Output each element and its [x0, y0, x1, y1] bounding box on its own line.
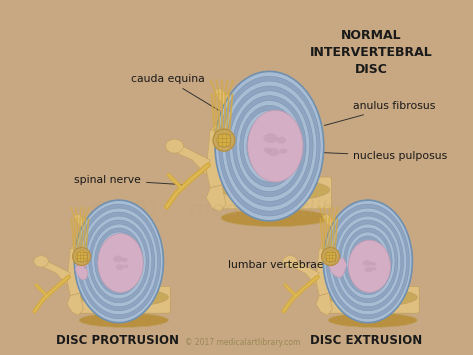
- Ellipse shape: [240, 105, 299, 187]
- Ellipse shape: [79, 313, 168, 327]
- Ellipse shape: [86, 216, 152, 307]
- Polygon shape: [70, 224, 99, 248]
- FancyBboxPatch shape: [77, 286, 170, 313]
- Ellipse shape: [219, 76, 320, 216]
- Text: nucleus pulposus: nucleus pulposus: [292, 151, 447, 161]
- Ellipse shape: [115, 264, 124, 270]
- Ellipse shape: [372, 267, 377, 271]
- Ellipse shape: [322, 247, 340, 266]
- Ellipse shape: [346, 232, 389, 291]
- Ellipse shape: [248, 110, 303, 182]
- Polygon shape: [38, 258, 70, 285]
- Polygon shape: [287, 258, 319, 285]
- Ellipse shape: [226, 86, 313, 206]
- Ellipse shape: [80, 208, 158, 315]
- Text: NORMAL
INTERVERTEBRAL
DISC: NORMAL INTERVERTEBRAL DISC: [310, 29, 432, 76]
- Ellipse shape: [263, 147, 272, 153]
- Ellipse shape: [97, 232, 140, 291]
- Polygon shape: [316, 293, 332, 315]
- Polygon shape: [171, 142, 210, 175]
- Ellipse shape: [73, 247, 90, 266]
- Ellipse shape: [166, 139, 184, 153]
- Ellipse shape: [83, 212, 155, 311]
- Polygon shape: [230, 92, 254, 104]
- Text: DISC EXTRUSION: DISC EXTRUSION: [310, 334, 422, 347]
- Ellipse shape: [233, 96, 306, 197]
- Ellipse shape: [95, 228, 143, 295]
- Ellipse shape: [350, 236, 386, 287]
- Polygon shape: [210, 100, 245, 130]
- Ellipse shape: [343, 228, 392, 295]
- Ellipse shape: [283, 256, 298, 267]
- Ellipse shape: [263, 133, 277, 143]
- Ellipse shape: [332, 212, 403, 311]
- Ellipse shape: [267, 148, 279, 156]
- Ellipse shape: [98, 234, 143, 293]
- Polygon shape: [75, 254, 90, 280]
- Text: spinal nerve: spinal nerve: [74, 175, 185, 185]
- Polygon shape: [319, 224, 349, 248]
- Text: lumbar vertebrae: lumbar vertebrae: [228, 260, 323, 270]
- FancyBboxPatch shape: [219, 177, 332, 209]
- Ellipse shape: [341, 224, 395, 299]
- Ellipse shape: [279, 148, 287, 154]
- Ellipse shape: [92, 224, 146, 299]
- Polygon shape: [206, 128, 228, 188]
- Ellipse shape: [77, 204, 160, 319]
- Text: cauda equina: cauda equina: [131, 74, 219, 111]
- Ellipse shape: [365, 267, 373, 272]
- Ellipse shape: [323, 200, 412, 323]
- Ellipse shape: [221, 209, 330, 226]
- Ellipse shape: [247, 115, 292, 177]
- FancyBboxPatch shape: [326, 286, 419, 313]
- Ellipse shape: [338, 220, 398, 303]
- Ellipse shape: [349, 240, 391, 293]
- Ellipse shape: [326, 204, 410, 319]
- Polygon shape: [73, 214, 88, 247]
- Text: © 2017  medicalartlibrary: © 2017 medicalartlibrary: [88, 200, 379, 220]
- Ellipse shape: [222, 81, 316, 211]
- Ellipse shape: [276, 137, 286, 144]
- Ellipse shape: [363, 260, 371, 266]
- Ellipse shape: [79, 288, 168, 306]
- Text: © 2017 medicalartlibrary.com: © 2017 medicalartlibrary.com: [185, 338, 300, 347]
- Ellipse shape: [329, 208, 407, 315]
- Ellipse shape: [243, 110, 296, 182]
- Ellipse shape: [215, 71, 324, 221]
- Ellipse shape: [76, 251, 88, 262]
- Ellipse shape: [221, 179, 330, 201]
- Ellipse shape: [100, 236, 137, 287]
- Polygon shape: [206, 185, 226, 212]
- Ellipse shape: [121, 257, 128, 262]
- Polygon shape: [323, 214, 337, 247]
- Polygon shape: [67, 247, 85, 296]
- Text: anulus fibrosus: anulus fibrosus: [324, 101, 436, 125]
- Ellipse shape: [217, 133, 231, 147]
- Text: DISC PROTRUSION: DISC PROTRUSION: [56, 334, 179, 347]
- Polygon shape: [329, 258, 347, 278]
- Ellipse shape: [74, 200, 164, 323]
- Ellipse shape: [328, 288, 417, 306]
- Ellipse shape: [124, 264, 129, 268]
- Ellipse shape: [325, 251, 336, 262]
- Ellipse shape: [89, 220, 149, 303]
- Ellipse shape: [369, 262, 376, 266]
- Ellipse shape: [236, 100, 303, 192]
- Ellipse shape: [34, 256, 48, 267]
- Ellipse shape: [213, 129, 235, 151]
- Ellipse shape: [335, 216, 401, 307]
- Polygon shape: [67, 293, 83, 315]
- Ellipse shape: [113, 256, 123, 262]
- Polygon shape: [87, 217, 106, 227]
- Ellipse shape: [328, 313, 417, 327]
- Ellipse shape: [229, 91, 310, 201]
- Polygon shape: [316, 247, 334, 296]
- Polygon shape: [335, 217, 355, 227]
- Polygon shape: [214, 88, 232, 128]
